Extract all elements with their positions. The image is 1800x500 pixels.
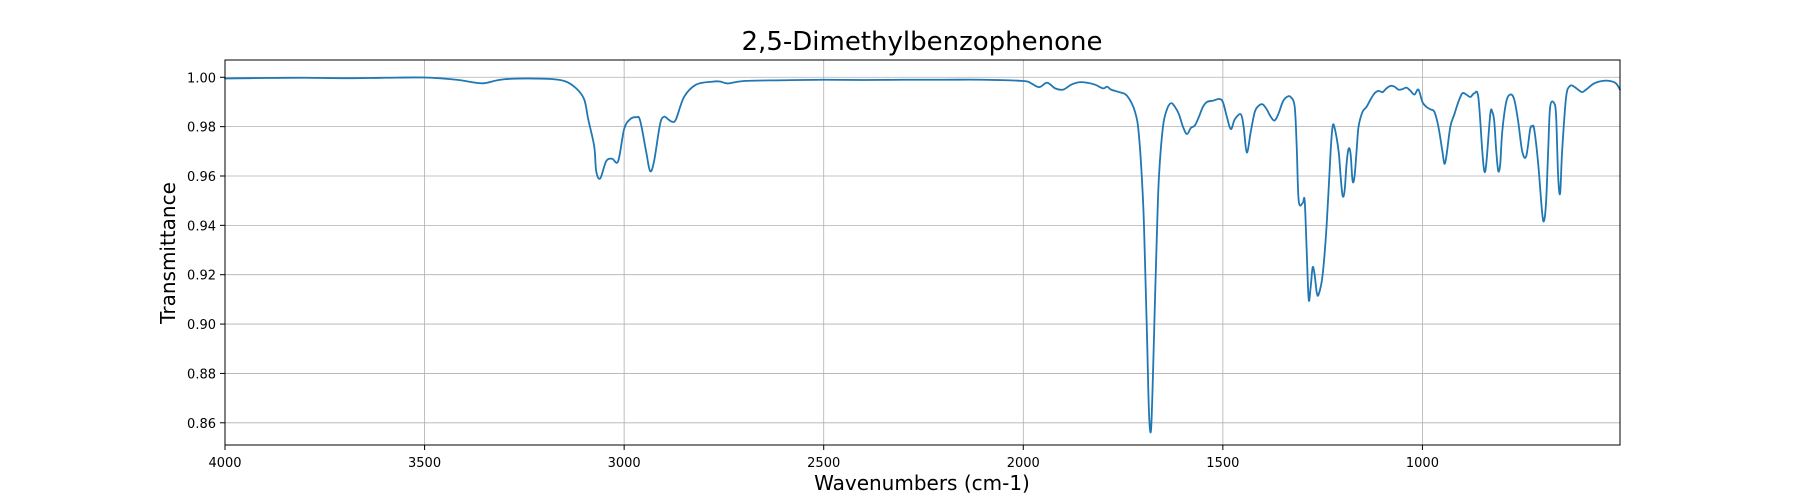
y-axis-label: Transmittance <box>156 182 180 325</box>
axis-ticks: 4000 3500 3000 2500 2000 1500 1000 0.86 0.88 0.90… <box>187 71 1439 471</box>
x-tick-label: 4000 <box>208 456 241 471</box>
spectrum-line-series-0 <box>224 76 1621 434</box>
y-tick-label: 0.88 <box>187 367 216 382</box>
x-axis-label: Wavenumbers (cm-1) <box>814 471 1030 495</box>
grid <box>224 60 1620 445</box>
y-tick-label: 0.96 <box>187 170 216 185</box>
x-tick-label: 1000 <box>1406 456 1439 471</box>
y-tick-label: 0.92 <box>187 269 216 284</box>
x-tick-label: 1500 <box>1206 456 1239 471</box>
x-tick-label: 3500 <box>408 456 441 471</box>
series-layer <box>224 76 1621 434</box>
x-tick-label: 2500 <box>807 456 840 471</box>
chart-title: 2,5-Dimethylbenzophenone <box>742 27 1103 57</box>
x-tick-label: 2000 <box>1007 456 1040 471</box>
y-tick-label: 1.00 <box>187 71 216 86</box>
x-tick-label: 3000 <box>608 456 641 471</box>
plot-frame <box>224 59 1621 446</box>
y-tick-label: 0.90 <box>187 318 216 333</box>
y-tick-label: 0.94 <box>187 219 216 234</box>
y-tick-label: 0.98 <box>187 121 216 136</box>
y-tick-label: 0.86 <box>187 417 216 432</box>
